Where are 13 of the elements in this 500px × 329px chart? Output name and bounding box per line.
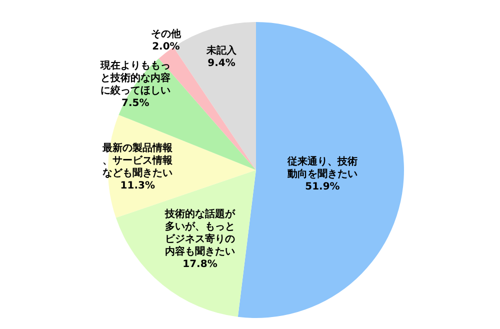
data-label: 51.9% <box>305 181 340 192</box>
slice-label: 従来通り、技術動向を聞きたい <box>286 155 358 180</box>
slice-label: 最新の製品情報、サービス情報なども聞きたい <box>102 142 174 179</box>
data-label: 2.0% <box>152 41 180 52</box>
slice-label: その他 <box>150 28 182 40</box>
data-label: 11.3% <box>120 180 155 192</box>
slice-label: 現在よりももっと技術的な内容に絞ってほしい <box>99 59 170 96</box>
data-label: 9.4% <box>208 57 236 68</box>
data-label: 17.8% <box>182 258 218 270</box>
slice-label: 技術的な話題が多いが、もっとビジネス寄りの内容も聞きたい <box>164 207 236 257</box>
slice-label: 未記入 <box>206 44 238 56</box>
pie-slice <box>238 22 404 318</box>
data-label: 7.5% <box>122 98 150 109</box>
